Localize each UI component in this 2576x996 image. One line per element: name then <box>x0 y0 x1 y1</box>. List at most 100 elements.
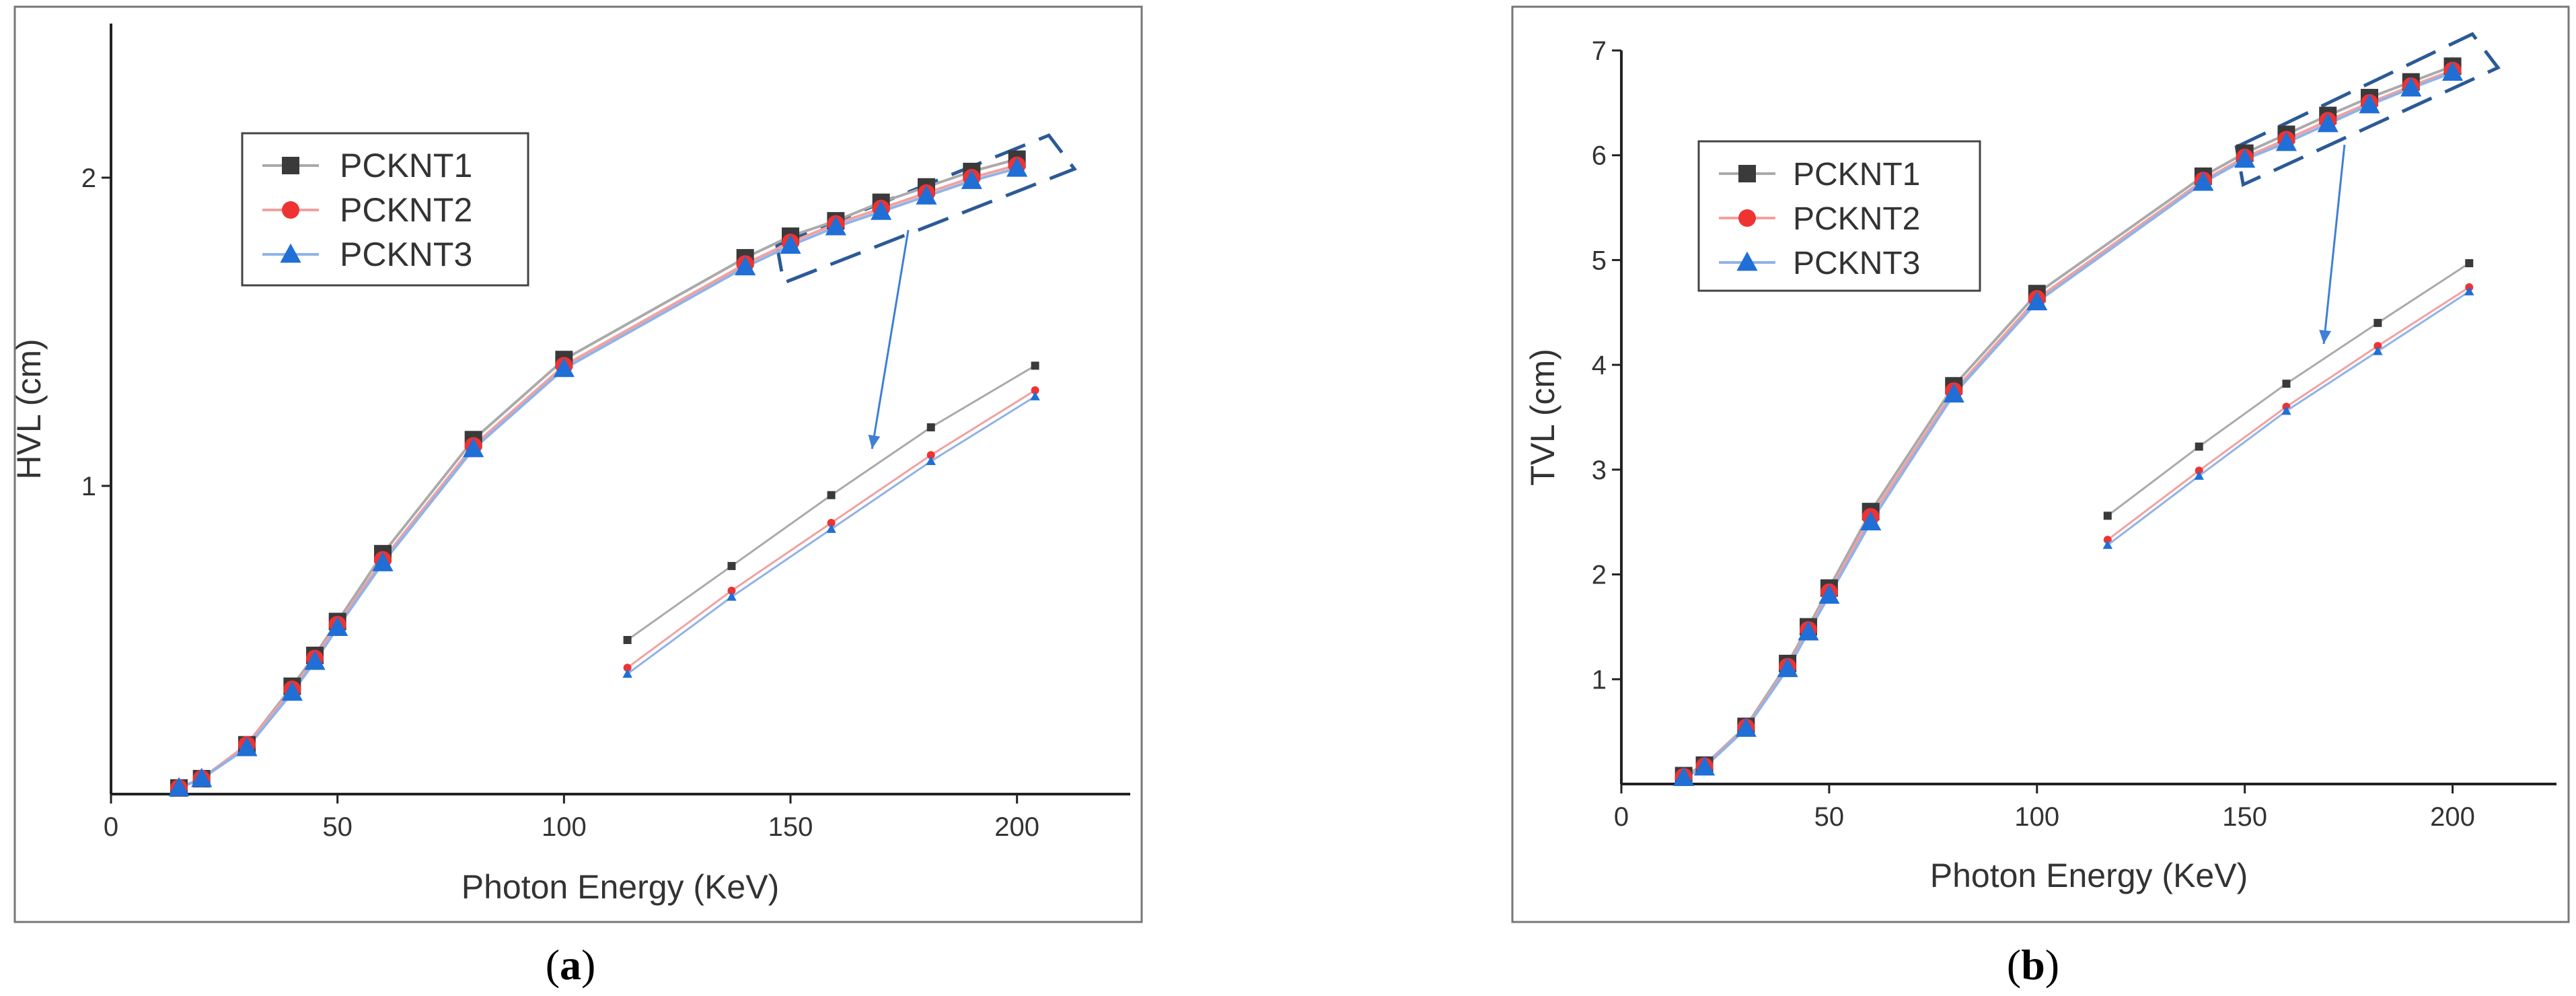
panel-a-point-pcknt3 <box>735 256 756 276</box>
panel-b-zoom-arrow <box>2319 144 2346 345</box>
panel-a-legend: PCKNT1 PCKNT2 PCKNT3 <box>241 132 529 287</box>
panel-a-point-pcknt3 <box>281 681 303 701</box>
panel-a-inset-point-pcknt1 <box>623 636 632 644</box>
panel-b-inset <box>2102 259 2474 549</box>
panel-a-point-pcknt3 <box>1006 157 1028 177</box>
panel-a-inset-point-pcknt1 <box>827 491 836 499</box>
panel-b-inset-line-pcknt3 <box>2106 290 2470 546</box>
panel-b-point-pcknt3 <box>2026 291 2048 311</box>
panel-b-x-axis-label: Photon Energy (KeV) <box>1930 857 2248 894</box>
panel-b-point-pcknt3 <box>2275 131 2297 151</box>
panel-b-point-pcknt3 <box>1798 620 1819 641</box>
panel-b-highlight-box <box>2234 32 2501 187</box>
panel-b-point-pcknt3 <box>2359 94 2380 114</box>
panel-b-legend-label-pcknt1: PCKNT1 <box>1793 157 1920 192</box>
panel-a-x-tick-label: 50 <box>322 812 353 842</box>
panel-a-point-pcknt3 <box>304 650 326 670</box>
panel-a-ticks: 0 50 100 150 200 1 2 <box>81 164 1039 842</box>
panel-b-inset-point-pcknt2 <box>2373 342 2382 351</box>
panel-b-arrow-head <box>2319 330 2332 344</box>
panel-a-point-pcknt3 <box>916 185 937 205</box>
panel-a-caption-letter: a <box>560 941 581 989</box>
panel-b-point-pcknt3 <box>2234 148 2256 168</box>
panel-b-inset-point-pcknt1 <box>2195 442 2203 451</box>
panel-a-caption-open: ( <box>546 941 560 989</box>
panel-b-legend-label-pcknt3: PCKNT3 <box>1793 246 1920 281</box>
panel-b-point-pcknt3 <box>1777 657 1798 678</box>
panel-a-caption-close: ) <box>581 941 595 989</box>
panel-a-x-axis-label: Photon Energy (KeV) <box>462 868 780 906</box>
panel-b-y-tick-label: 4 <box>1592 351 1607 380</box>
panel-b-inset-point-pcknt3 <box>2373 346 2383 355</box>
panel-a-caption: (a) <box>546 941 596 989</box>
panel-b-x-tick-label: 100 <box>2014 802 2059 832</box>
panel-b-inset-point-pcknt1 <box>2465 259 2474 268</box>
panel-a-markers <box>168 150 1028 797</box>
panel-a-highlight-outline <box>774 133 1077 285</box>
panel-a-legend-label-pcknt3: PCKNT3 <box>340 236 472 273</box>
panel-a-arrow-shaft <box>871 229 910 450</box>
panel-b-x-tick-label: 0 <box>1614 802 1629 832</box>
panel-a-inset-point-pcknt1 <box>1031 361 1039 370</box>
panel-a-x-tick-label: 100 <box>542 812 587 842</box>
panel-b-point-pcknt3 <box>2441 61 2464 81</box>
panel-a-border <box>13 5 1143 923</box>
panel-a-x-tick-label: 150 <box>768 812 813 842</box>
panel-a-point-pcknt3 <box>871 201 892 220</box>
panel-b-caption-letter: b <box>2021 941 2045 989</box>
panel-b-y-tick-label: 5 <box>1592 246 1607 275</box>
panel-a-y-tick-label: 1 <box>81 472 96 501</box>
panel-b-legend-marker-pcknt2 <box>1738 209 1756 227</box>
panel-a-arrow-head <box>868 434 881 450</box>
panel-a-x-tick-label: 0 <box>104 812 118 842</box>
panel-b-point-pcknt3 <box>1673 767 1695 787</box>
panel-b-inset-point-pcknt3 <box>2281 406 2291 415</box>
panel-a-inset-point-pcknt3 <box>1030 391 1040 400</box>
panel-b-series-line-pcknt3 <box>1683 71 2454 779</box>
panel-b-series-lines <box>1683 65 2454 779</box>
panel-b-point-pcknt3 <box>1693 756 1716 776</box>
panel-b-x-tick-label: 50 <box>1814 802 1845 832</box>
panel-b-y-tick-label: 1 <box>1592 665 1607 695</box>
panel-a-legend-label-pcknt1: PCKNT1 <box>340 147 472 184</box>
panel-b-point-pcknt3 <box>2400 77 2422 97</box>
panel-b-y-tick-label: 6 <box>1592 141 1607 171</box>
panel-b-legend-marker-pcknt1 <box>1738 165 1756 182</box>
panel-a-point-pcknt3 <box>553 357 575 378</box>
panel-b-caption-close: ) <box>2045 941 2059 989</box>
panel-a-point-pcknt3 <box>780 234 801 254</box>
panel-b-inset-point-pcknt2 <box>2195 466 2203 475</box>
panel-a-zoom-arrow <box>868 229 910 450</box>
panel-a-inset-point-pcknt2 <box>926 451 935 460</box>
panel-b-point-pcknt3 <box>2317 112 2339 133</box>
panel-b-legend-label-pcknt2: PCKNT2 <box>1793 201 1920 237</box>
panel-b-inset-point-pcknt3 <box>2102 540 2112 549</box>
panel-a-inset <box>622 361 1040 678</box>
panel-a-x-tick-label: 200 <box>994 812 1039 842</box>
panel-a-point-pcknt3 <box>168 777 190 797</box>
panel-b-markers <box>1673 57 2464 787</box>
panel-a-series-lines <box>178 157 1018 789</box>
panel-a-inset-point-pcknt2 <box>827 518 836 527</box>
panel-a-point-pcknt3 <box>961 170 982 189</box>
panel-b-arrow-shaft <box>2322 144 2346 345</box>
panel-b-inset-point-pcknt1 <box>2103 511 2112 520</box>
panel-a-inset-point-pcknt2 <box>623 664 632 672</box>
panel-a-point-pcknt3 <box>236 737 258 756</box>
panel-a-inset-line-pcknt1 <box>626 365 1036 641</box>
panel-b-border <box>1511 5 2570 923</box>
panel-a-inset-point-pcknt3 <box>826 524 836 533</box>
panel-b-y-tick-label: 7 <box>1592 36 1607 66</box>
panel-a-legend-label-pcknt2: PCKNT2 <box>340 191 472 229</box>
panel-b-inset-point-pcknt3 <box>2194 470 2204 480</box>
panel-b-highlight-outline <box>2234 32 2501 187</box>
panel-b-x-tick-label: 150 <box>2222 802 2267 832</box>
panel-b-point-pcknt3 <box>2193 171 2214 191</box>
panel-b-inset-point-pcknt2 <box>2103 536 2112 544</box>
panel-b-caption: (b) <box>2007 941 2059 989</box>
panel-b-point-pcknt3 <box>1943 383 1964 403</box>
panel-a-series-line-pcknt3 <box>178 167 1018 789</box>
panel-b-point-pcknt3 <box>1818 584 1840 604</box>
panel-b-y-tick-label: 3 <box>1592 456 1607 485</box>
